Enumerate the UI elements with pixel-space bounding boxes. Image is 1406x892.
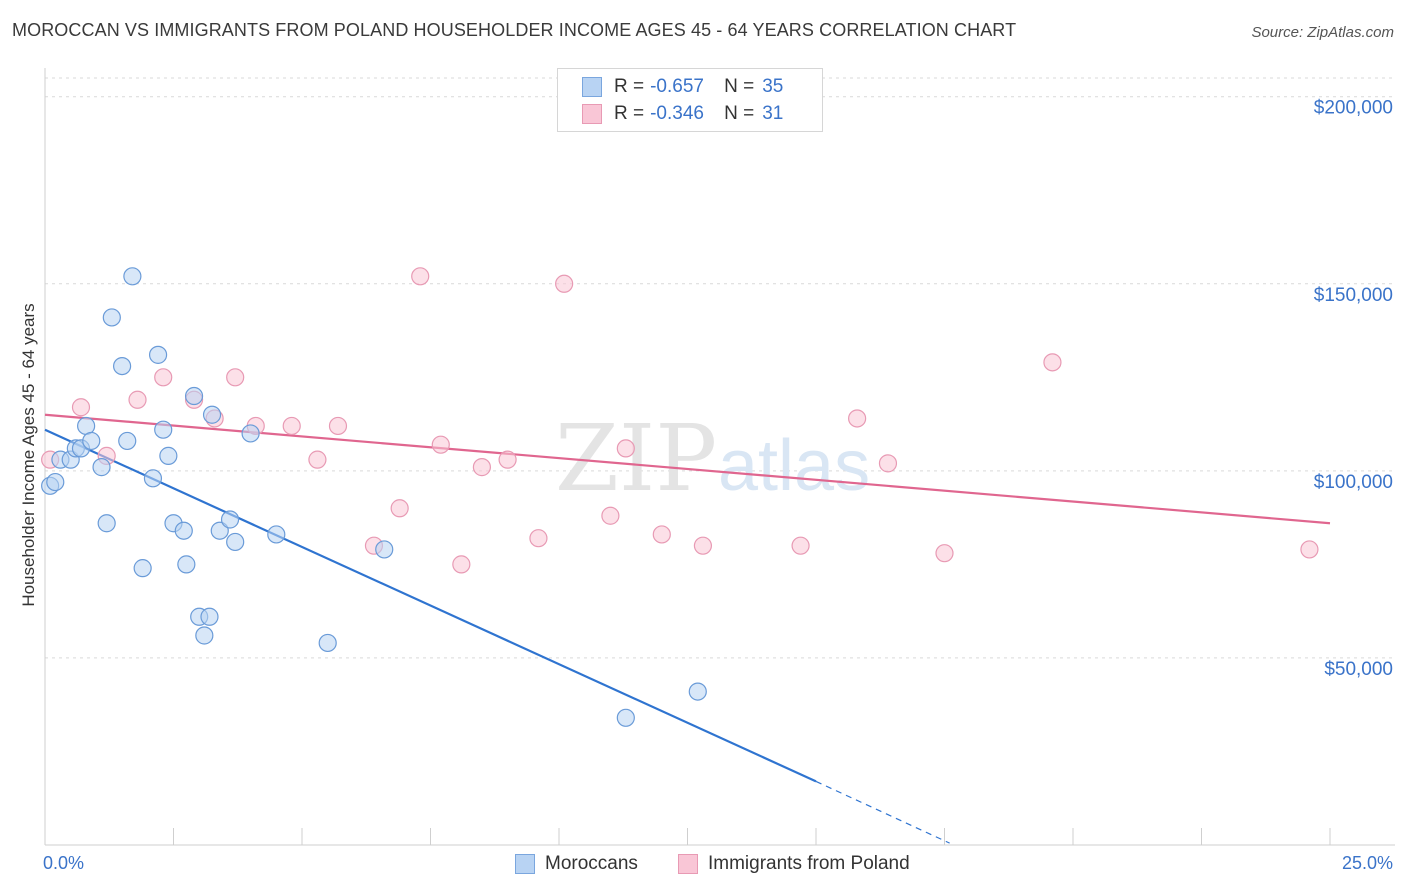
x-tick-labels: 0.0% 25.0% (43, 853, 1393, 873)
point-moroccans (177, 555, 196, 574)
y-tick-label: $100,000 (1314, 472, 1393, 493)
point-moroccans (112, 356, 132, 376)
point-moroccans (616, 708, 635, 727)
point-moroccans (92, 458, 111, 477)
point-moroccans (143, 469, 163, 488)
point-poland (791, 536, 810, 555)
chart-title: MOROCCAN VS IMMIGRANTS FROM POLAND HOUSE… (12, 20, 1017, 40)
point-poland (601, 506, 620, 525)
point-moroccans (102, 308, 121, 327)
bottom-legend-swatch-pink (678, 854, 698, 874)
point-moroccans (97, 514, 116, 533)
legend-r-label: R = (614, 76, 645, 97)
legend-n-label: N = (724, 103, 755, 124)
point-poland (498, 450, 517, 469)
point-poland (431, 435, 450, 454)
point-poland (935, 544, 954, 563)
legend-row-moroccans: R = -0.657 N = 35 (582, 74, 783, 100)
point-moroccans (195, 626, 214, 645)
point-moroccans (184, 386, 204, 406)
watermark-atlas: atlas (718, 426, 870, 506)
point-poland (616, 439, 635, 458)
correlation-legend: R = -0.657 N = 35 R = -0.346 N = 31 (557, 68, 823, 132)
data-points (41, 267, 1319, 727)
point-poland (1300, 540, 1319, 559)
bottom-legend-label: Moroccans (545, 853, 638, 874)
point-moroccans (202, 405, 222, 424)
point-moroccans (318, 633, 337, 653)
axes (44, 68, 1395, 846)
legend-n-value: 31 (762, 103, 784, 124)
point-moroccans (226, 532, 245, 552)
point-poland (226, 368, 245, 387)
y-axis-label: Householder Income Ages 45 - 64 years (19, 303, 38, 606)
point-poland (282, 416, 301, 436)
point-poland (878, 454, 898, 473)
y-tick-label: $200,000 (1314, 98, 1393, 119)
point-poland (652, 525, 671, 544)
y-tick-label: $150,000 (1314, 285, 1393, 306)
legend-n-value: 35 (762, 76, 784, 97)
x-tick-label-max: 25.0% (1342, 853, 1393, 873)
point-poland (1043, 353, 1062, 372)
point-moroccans (46, 472, 65, 492)
watermark-zip: ZIP (555, 405, 717, 512)
point-moroccans (133, 559, 152, 578)
trend-line-moroccans-extension (815, 780, 950, 844)
point-poland (452, 555, 471, 574)
point-moroccans (241, 424, 260, 443)
point-moroccans (154, 420, 173, 439)
gridlines (45, 77, 1395, 659)
bottom-legend-swatch-blue (515, 854, 535, 874)
bottom-legend-moroccans: Moroccans (515, 852, 638, 876)
point-moroccans (200, 607, 219, 626)
y-tick-label: $50,000 (1324, 659, 1393, 680)
bottom-legend-label: Immigrants from Poland (708, 853, 910, 874)
point-moroccans (123, 267, 142, 286)
x-tick-label-min: 0.0% (43, 853, 84, 873)
point-moroccans (148, 345, 168, 364)
point-moroccans (267, 525, 286, 544)
point-poland (154, 368, 173, 387)
y-tick-labels: $50,000 $100,000 $150,000 $200,000 (1314, 98, 1393, 680)
legend-r-value: -0.657 (650, 76, 704, 97)
legend-swatch-pink (582, 104, 602, 124)
point-poland (71, 398, 91, 417)
point-moroccans (174, 521, 193, 540)
legend-row-poland: R = -0.346 N = 31 (582, 101, 783, 127)
point-poland (411, 267, 430, 286)
point-moroccans (220, 510, 240, 529)
legend-r-value: -0.346 (650, 103, 704, 124)
source-label: Source: ZipAtlas.com (1251, 24, 1394, 41)
point-moroccans (159, 446, 178, 465)
point-poland (472, 458, 491, 477)
point-poland (848, 409, 867, 428)
point-poland (555, 274, 574, 293)
point-moroccans (375, 540, 394, 559)
legend-n-label: N = (724, 76, 755, 97)
trend-line-moroccans (44, 428, 817, 783)
legend-swatch-blue (582, 77, 602, 97)
bottom-legend-poland: Immigrants from Poland (678, 852, 910, 876)
point-poland (328, 416, 348, 436)
point-poland (529, 529, 548, 548)
point-poland (308, 450, 327, 469)
point-moroccans (118, 431, 137, 451)
point-poland (693, 536, 713, 555)
point-moroccans (82, 431, 101, 451)
point-moroccans (688, 682, 707, 701)
point-poland (390, 499, 409, 518)
point-moroccans (210, 521, 229, 540)
point-poland (128, 390, 147, 409)
legend-r-label: R = (614, 103, 645, 124)
